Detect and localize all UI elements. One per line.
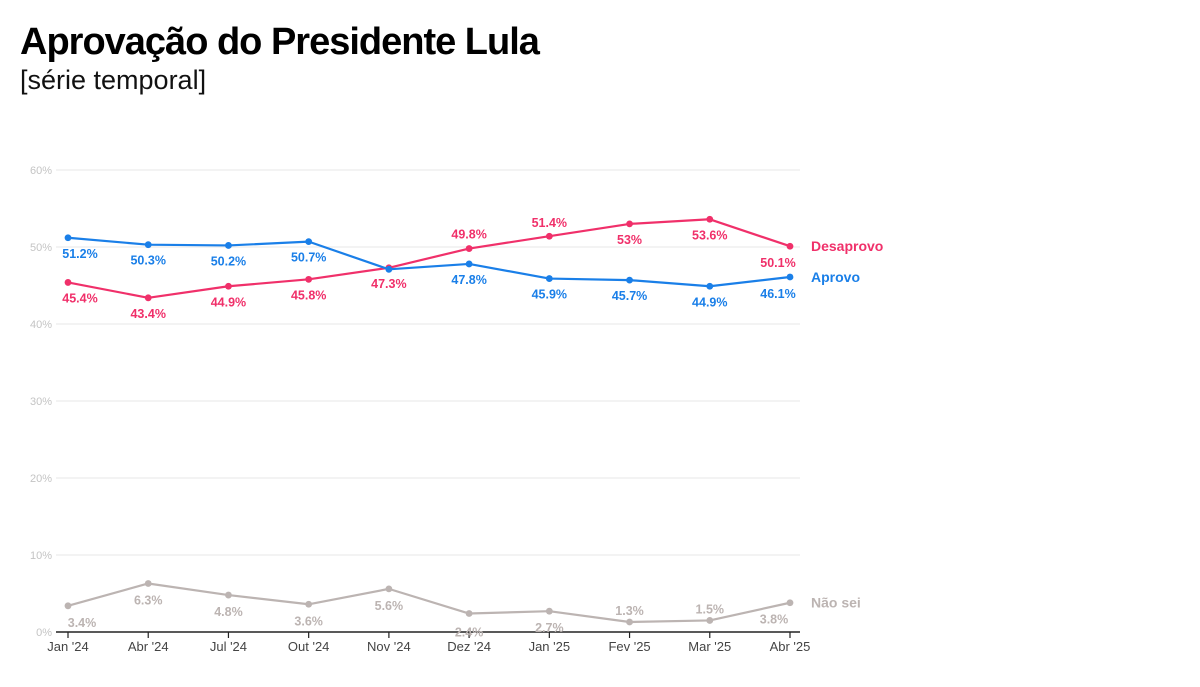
x-tick-label: Abr '24 [128,639,169,654]
data-label: 45.9% [532,288,567,302]
y-tick-label: 10% [30,550,52,562]
data-point[interactable] [706,215,714,223]
x-tick-label: Out '24 [288,639,330,654]
x-tick-label: Jul '24 [210,639,247,654]
series-n-o-sei [64,580,794,626]
data-label: 2.7% [535,621,564,635]
data-point[interactable] [786,273,794,281]
data-point[interactable] [64,602,72,610]
data-label: 51.4% [532,216,567,230]
series-label-desaprovo: Desaprovo [811,238,883,254]
data-point[interactable] [385,585,393,593]
y-tick-label: 0% [36,627,52,639]
y-tick-label: 40% [30,319,52,331]
x-tick-label: Abr '25 [770,639,811,654]
series-line-desaprovo [67,218,791,299]
data-label: 45.8% [291,288,326,302]
data-point[interactable] [545,275,553,282]
data-label: 1.5% [696,602,725,616]
data-label: 45.7% [612,289,647,303]
data-point[interactable] [144,580,152,587]
x-tick-label: Jan '24 [47,639,89,654]
data-label: 50.2% [211,254,246,268]
data-point[interactable] [225,282,232,290]
data-label: 1.3% [615,604,644,618]
series-desaprovo [64,215,794,302]
chart-title: Aprovação do Presidente Lula [20,21,540,63]
data-label: 2.4% [455,626,484,640]
y-tick-label: 50% [30,242,52,254]
data-label: 3.8% [760,613,789,627]
data-label: 50.7% [291,251,326,265]
data-label: 5.6% [375,599,404,613]
data-point[interactable] [64,234,72,242]
data-label: 44.9% [692,295,727,309]
data-label: 46.1% [760,287,795,301]
data-label: 51.2% [62,247,97,261]
data-point[interactable] [465,245,473,252]
y-tick-label: 20% [30,473,52,485]
data-point[interactable] [305,600,313,608]
data-point[interactable] [64,279,72,286]
y-tick-label: 60% [30,165,52,177]
data-label: 4.8% [214,605,243,619]
data-point[interactable] [545,232,553,240]
data-label: 43.4% [130,307,165,321]
x-tick-label: Jan '25 [529,639,571,654]
x-axis: Jan '24 Abr '24 Jul '24 Out '24 Nov '24 Dez '… [47,631,811,654]
series-line-aprovo [67,236,791,288]
data-label: 53% [617,233,642,247]
data-point[interactable] [225,591,232,599]
data-point[interactable] [706,282,714,290]
data-point[interactable] [626,276,633,284]
y-tick-label: 30% [30,396,52,408]
data-label: 47.3% [371,277,406,291]
data-label: 50.1% [760,256,795,270]
x-tick-label: Mar '25 [688,639,731,654]
data-point[interactable] [786,242,794,250]
gridlines [56,169,800,556]
data-point[interactable] [305,238,313,246]
series-label-aprovo: Aprovo [811,269,860,285]
x-tick-label: Fev '25 [608,639,650,654]
data-point[interactable] [626,220,633,228]
data-point[interactable] [706,617,714,624]
data-label: 53.6% [692,228,727,242]
data-point[interactable] [465,260,473,268]
data-point[interactable] [385,265,393,273]
data-label: 50.3% [130,254,165,268]
series-aprovo [64,234,794,290]
x-tick-label: Dez '24 [447,639,491,654]
data-label: 44.9% [211,295,246,309]
series-label-n-o-sei: Não sei [811,595,861,611]
data-label: 47.8% [451,273,486,287]
data-point[interactable] [545,607,553,615]
data-point[interactable] [144,294,152,302]
chart-subtitle: [série temporal] [20,65,207,95]
data-label: 45.4% [62,291,97,305]
data-label: 3.6% [294,614,323,628]
y-axis: 0% 10% 20% 30% 40% 50% 60% [30,165,52,639]
data-point[interactable] [305,275,313,283]
data-point[interactable] [225,242,232,249]
series-layer [64,215,794,626]
data-labels-layer: 45.4% 43.4% 44.9% 45.8% 47.3% 49.8% 51.4% 53% 53… [62,216,883,639]
data-point[interactable] [786,599,794,607]
x-tick-label: Nov '24 [367,639,411,654]
data-point[interactable] [465,610,473,617]
data-label: 49.8% [451,228,486,242]
series-line-n-o-sei [67,582,791,624]
data-label: 3.4% [68,616,97,630]
data-label: 6.3% [134,593,163,607]
data-point[interactable] [626,618,633,626]
data-point[interactable] [144,241,152,249]
